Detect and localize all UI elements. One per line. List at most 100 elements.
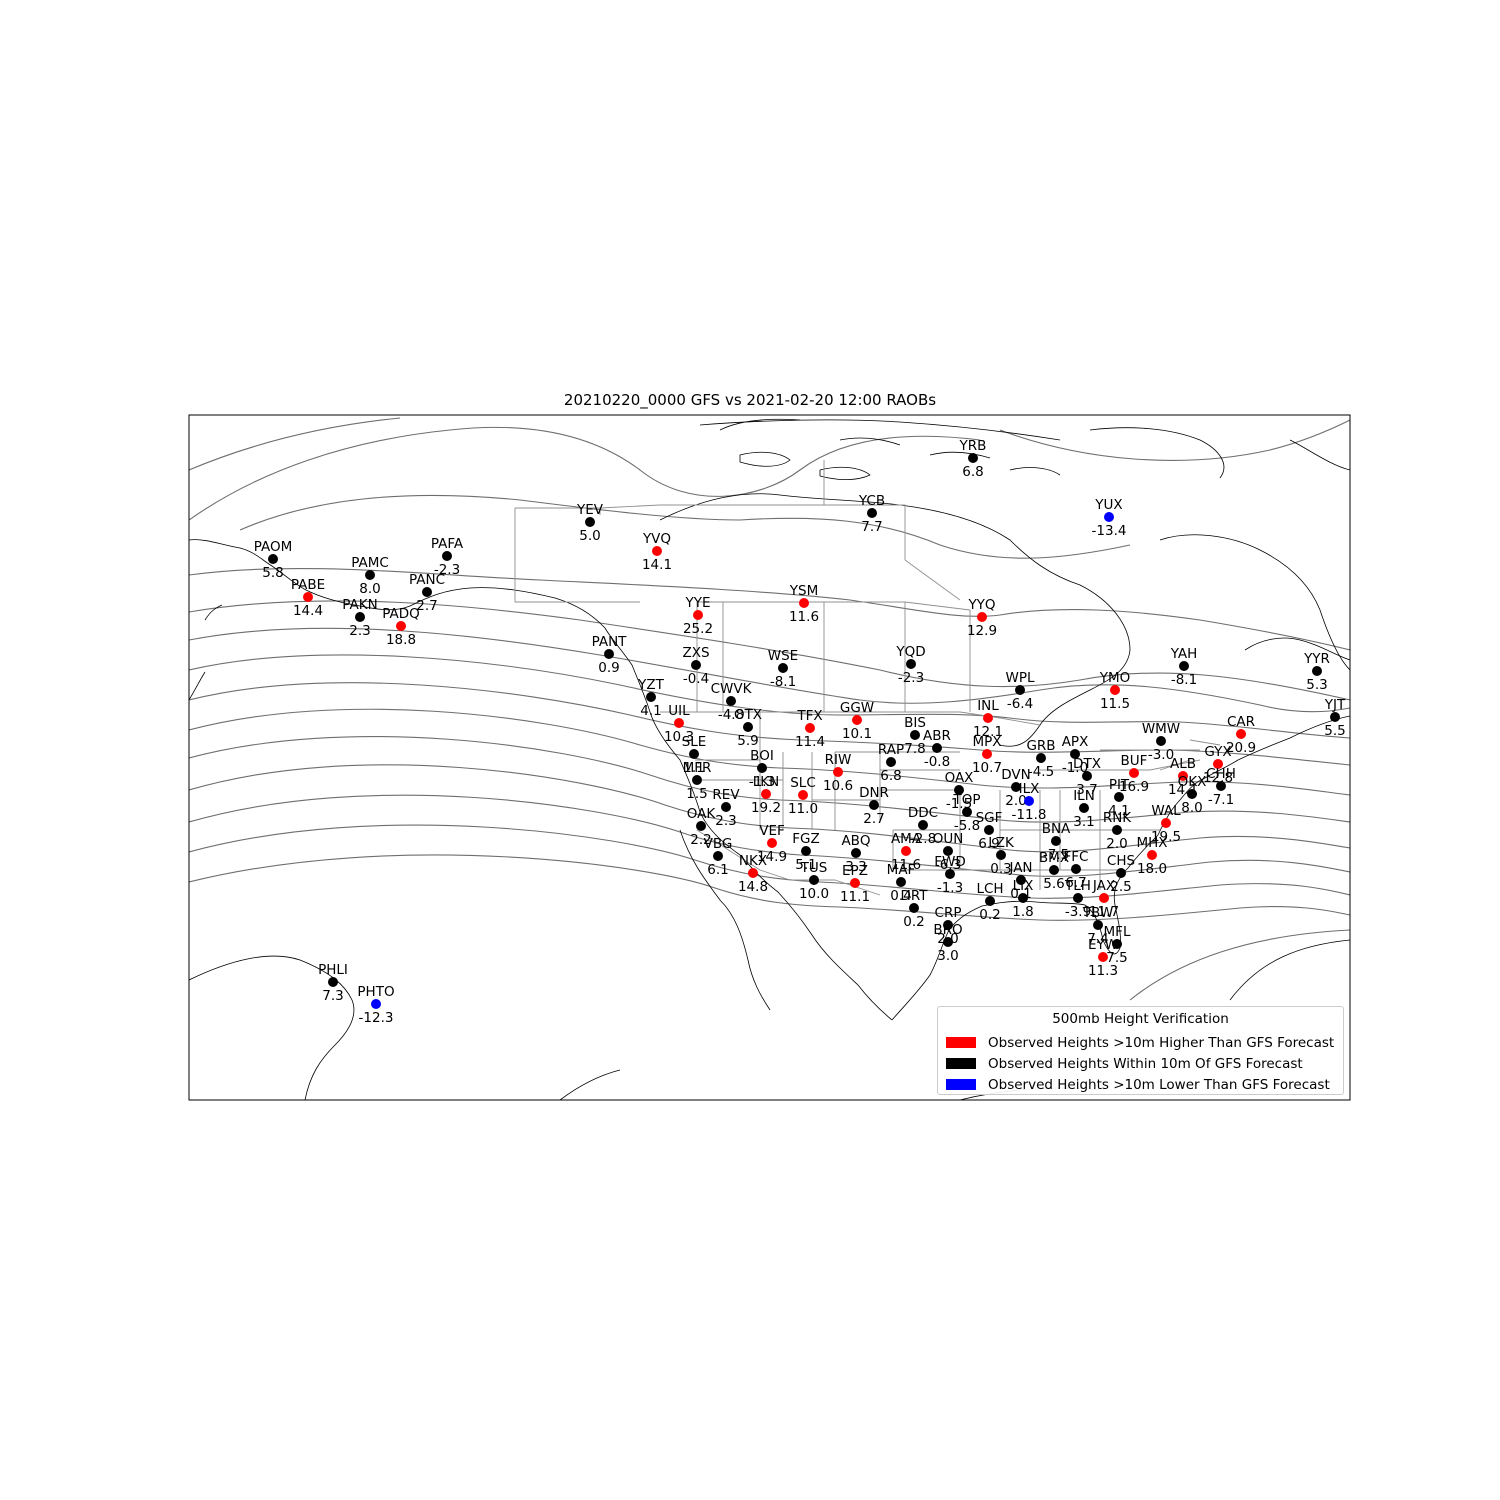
station-id-label: MPX [972, 734, 1001, 750]
station-phli: PHLI 7.3 [318, 962, 348, 1004]
station-value-label: 5.9 [737, 733, 758, 749]
station-value-label: -8.1 [770, 674, 796, 690]
station-id-label: BIS [904, 715, 926, 731]
station-value-label: 8.0 [1181, 800, 1202, 816]
station-marker [1114, 792, 1124, 802]
station-value-label: 6.7 [1065, 875, 1086, 891]
station-value-label: 0.3 [990, 861, 1011, 877]
station-value-label: -0.4 [683, 671, 709, 687]
station-value-label: 10.0 [799, 886, 829, 902]
station-rev: REV 2.3 [712, 787, 740, 829]
station-drt: DRT 0.2 [900, 888, 928, 930]
station-id-label: VEF [759, 823, 785, 839]
station-marker [943, 937, 953, 947]
station-rnk: RNK 2.0 [1103, 810, 1132, 852]
station-id-label: CWVK [711, 681, 753, 697]
station-value-label: 11.1 [840, 889, 870, 905]
station-fgz: FGZ 5.1 [792, 831, 819, 873]
station-marker [869, 800, 879, 810]
station-value-label: -1.0 [1062, 760, 1088, 776]
station-bna: BNA -7.5 [1042, 821, 1071, 863]
coastlines [189, 418, 1350, 1100]
station-yqd: YQD -2.3 [895, 644, 925, 686]
station-id-label: OUN [933, 831, 964, 847]
legend-label: Observed Heights >10m Higher Than GFS Fo… [988, 1034, 1335, 1051]
station-value-label: 5.8 [262, 565, 283, 581]
station-id-label: TOP [952, 792, 980, 808]
station-value-label: -11.8 [1012, 807, 1047, 823]
station-iln: ILN 3.1 [1073, 788, 1095, 830]
station-id-label: RNK [1103, 810, 1132, 826]
station-marker [798, 790, 808, 800]
station-bmx: BMX 5.6 [1039, 850, 1069, 892]
station-marker [1073, 893, 1083, 903]
station-value-label: 10.7 [972, 760, 1002, 776]
station-value-label: -3.0 [1148, 747, 1174, 763]
station-ffc: FFC 6.7 [1064, 849, 1089, 891]
station-id-label: SLC [790, 775, 816, 791]
station-ysm: YSM 11.6 [789, 583, 819, 625]
station-marker [1161, 818, 1171, 828]
station-value-label: 11.0 [788, 801, 818, 817]
station-id-label: MHX [1136, 835, 1167, 851]
station-value-label: -6.3 [935, 857, 961, 873]
station-value-label: -6.4 [1007, 696, 1033, 712]
station-id-label: GRB [1026, 738, 1055, 754]
station-id-label: PANT [592, 634, 628, 650]
station-marker [954, 785, 964, 795]
station-marker [748, 868, 758, 878]
station-id-label: NKX [739, 853, 767, 869]
station-marker [328, 977, 338, 987]
station-id-label: BOI [750, 748, 774, 764]
station-id-label: YQD [895, 644, 925, 660]
station-lkn: LKN 19.2 [751, 774, 781, 816]
station-id-label: MFL [1104, 924, 1131, 940]
station-marker [1070, 749, 1080, 759]
station-id-label: MAF [887, 862, 916, 878]
station-marker [743, 722, 753, 732]
station-id-label: EPZ [842, 863, 868, 879]
map-title: 20210220_0000 GFS vs 2021-02-20 12:00 RA… [563, 391, 937, 409]
station-boi: BOI -1.3 [749, 748, 775, 790]
station-id-label: RIW [825, 752, 852, 768]
station-id-label: LZK [988, 835, 1015, 851]
station-ddc: DDC -2.8 [908, 805, 938, 847]
station-mfr: MFR 1.5 [683, 760, 712, 802]
station-id-label: FFC [1064, 849, 1089, 865]
legend-swatch-red [946, 1037, 976, 1048]
station-id-label: BRO [933, 922, 962, 938]
map-frame [188, 414, 1351, 1101]
station-panc: PANC 2.7 [409, 572, 445, 614]
station-buf: BUF 16.9 [1119, 753, 1149, 795]
station-marker [805, 723, 815, 733]
station-inl: INL 12.1 [973, 698, 1003, 740]
station-value-label: -0.8 [924, 754, 950, 770]
station-marker [365, 570, 375, 580]
station-value-label: 6.9 [978, 836, 999, 852]
station-id-label: YEV [576, 502, 604, 518]
legend-label: Observed Heights >10m Lower Than GFS For… [988, 1076, 1330, 1093]
station-marker [1236, 729, 1246, 739]
station-value-label: 25.2 [683, 621, 713, 637]
station-lix: LIX 1.8 [1012, 878, 1033, 920]
station-value-label: 1.8 [1012, 904, 1033, 920]
station-value-label: 19.5 [1151, 829, 1181, 845]
station-value-label: 6.1 [707, 862, 728, 878]
station-value-label: 7.5 [1106, 950, 1127, 966]
station-value-label: 11.6 [789, 609, 819, 625]
station-marker [968, 453, 978, 463]
station-vef: VEF 14.9 [757, 823, 787, 865]
legend-label: Observed Heights Within 10m Of GFS Forec… [988, 1055, 1303, 1072]
station-id-label: ZXS [682, 645, 709, 661]
station-value-label: -2.3 [898, 670, 924, 686]
station-value-label: 2.0 [1005, 793, 1026, 809]
station-marker [1110, 685, 1120, 695]
station-id-label: YZT [637, 677, 664, 693]
station-dnr: DNR 2.7 [859, 785, 889, 827]
station-id-label: YYR [1303, 651, 1330, 667]
station-marker [422, 587, 432, 597]
station-marker [918, 820, 928, 830]
station-value-label: 7.3 [322, 988, 343, 1004]
station-id-label: DVN [1001, 767, 1031, 783]
station-uil: UIL 10.3 [664, 703, 694, 745]
